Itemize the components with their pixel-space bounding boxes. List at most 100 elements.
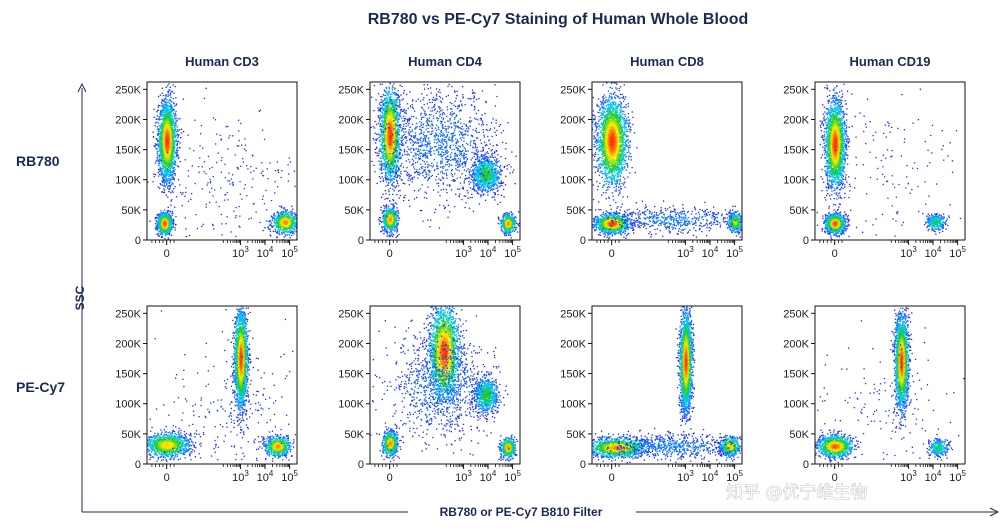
event-dot xyxy=(171,166,173,168)
event-dot xyxy=(286,222,288,225)
event-dot xyxy=(389,211,392,213)
event-dot xyxy=(162,154,164,157)
event-dot xyxy=(170,228,172,230)
event-dot xyxy=(160,152,162,154)
event-dot xyxy=(177,179,180,181)
event-dot xyxy=(161,224,163,226)
event-dot xyxy=(175,124,177,126)
event-dot xyxy=(284,218,286,220)
event-dot xyxy=(171,126,173,129)
event-dot xyxy=(394,202,396,204)
event-dot xyxy=(170,132,172,134)
event-dot xyxy=(227,125,229,128)
event-dot xyxy=(239,215,241,217)
event-dot xyxy=(264,227,266,229)
event-dot xyxy=(393,219,395,221)
event-dot xyxy=(396,164,398,166)
event-dot xyxy=(165,145,168,147)
event-dot xyxy=(170,166,172,168)
event-dot xyxy=(167,237,169,239)
event-dot xyxy=(280,205,283,207)
event-dot xyxy=(270,222,273,224)
event-dot xyxy=(390,235,392,237)
event-dot xyxy=(168,231,171,234)
event-dot xyxy=(230,178,233,180)
event-dot xyxy=(281,223,283,226)
event-dot xyxy=(167,85,169,87)
event-dot xyxy=(194,119,196,121)
event-dot xyxy=(286,212,289,214)
event-dot xyxy=(168,132,170,134)
event-dot xyxy=(161,218,163,220)
event-dot xyxy=(384,218,386,220)
event-dot xyxy=(169,127,171,129)
event-dot xyxy=(170,222,172,224)
event-dot xyxy=(157,128,160,130)
event-dot xyxy=(163,139,165,142)
event-dot xyxy=(165,125,167,127)
event-dot xyxy=(175,103,178,105)
event-dot xyxy=(164,116,166,119)
event-dot xyxy=(239,226,241,228)
event-dot xyxy=(387,219,389,221)
event-dot xyxy=(191,165,193,167)
event-dot xyxy=(158,219,160,221)
event-dot xyxy=(221,157,223,159)
event-dot xyxy=(237,168,239,170)
event-dot xyxy=(156,143,158,145)
event-dot xyxy=(279,226,281,228)
event-dot xyxy=(386,163,388,165)
x-tick-exponent: 5 xyxy=(294,245,299,254)
event-dot xyxy=(232,135,234,137)
event-dot xyxy=(159,142,162,144)
event-dot xyxy=(163,222,165,224)
event-dot xyxy=(163,145,165,147)
event-dot xyxy=(172,158,174,160)
event-dot xyxy=(384,217,386,219)
event-dot xyxy=(160,110,162,112)
row-label-rb780: RB780 xyxy=(16,153,60,169)
event-dot xyxy=(160,102,163,104)
event-dot xyxy=(279,234,281,236)
y-tick-label: 0 xyxy=(135,235,141,247)
event-dot xyxy=(385,211,388,213)
event-dot xyxy=(179,146,181,149)
event-dot xyxy=(381,212,383,214)
event-dot xyxy=(165,129,167,132)
event-dot xyxy=(163,128,166,131)
event-dot xyxy=(164,149,166,152)
event-dot xyxy=(276,161,279,163)
event-dot xyxy=(285,220,287,223)
event-dot xyxy=(166,174,169,176)
event-dot xyxy=(275,220,278,222)
event-dot xyxy=(165,182,167,184)
event-dot xyxy=(158,95,160,98)
event-dot xyxy=(165,132,167,134)
event-dot xyxy=(159,169,162,172)
event-dot xyxy=(238,130,240,132)
event-dot xyxy=(167,196,169,198)
event-dot xyxy=(169,155,171,157)
event-dot xyxy=(295,221,297,223)
event-dot xyxy=(168,215,170,217)
event-dot xyxy=(177,154,179,156)
event-dot xyxy=(159,147,161,149)
event-dot xyxy=(157,223,159,225)
event-dot xyxy=(392,224,395,227)
event-dot xyxy=(172,191,174,193)
event-dot xyxy=(161,100,163,102)
event-dot xyxy=(170,225,172,227)
event-dot xyxy=(160,140,162,142)
event-dot xyxy=(281,231,283,233)
event-dot xyxy=(167,119,169,122)
event-dot xyxy=(278,219,280,221)
event-dot xyxy=(211,166,213,169)
event-dot xyxy=(157,175,160,177)
event-dot xyxy=(285,211,287,213)
event-dot xyxy=(278,215,280,217)
event-dot xyxy=(169,121,172,123)
event-dot xyxy=(277,212,279,214)
event-dot xyxy=(283,207,285,209)
event-dot xyxy=(156,221,158,223)
event-dot xyxy=(170,163,172,165)
